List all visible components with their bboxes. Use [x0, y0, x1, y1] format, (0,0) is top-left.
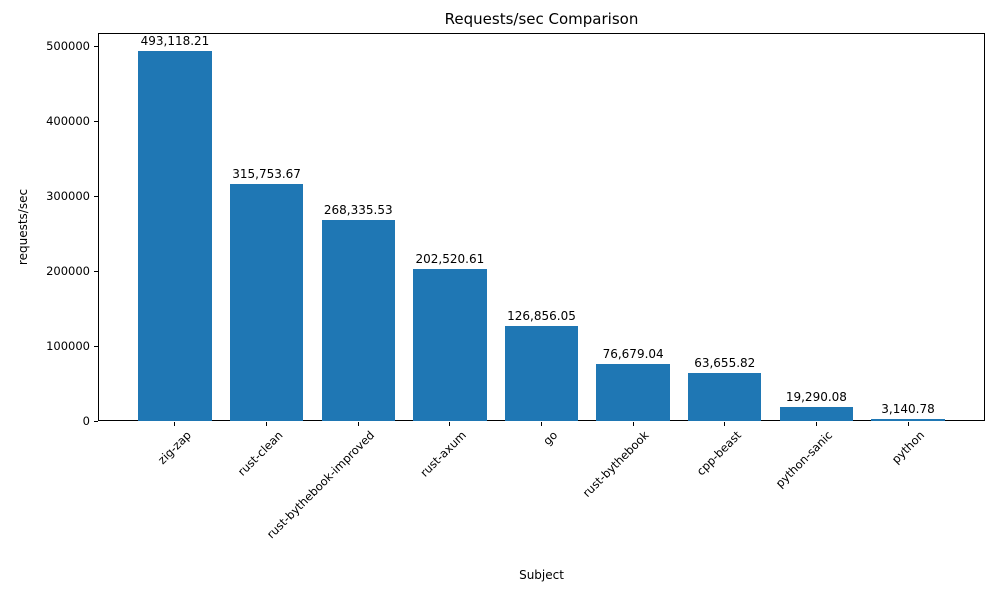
y-tick-mark: [94, 420, 98, 422]
x-tick-label: rust-clean: [234, 428, 286, 479]
x-tick-label: cpp-beast: [693, 428, 744, 479]
bar-rust-bythebook-improved: [321, 219, 395, 421]
bar-value-label: 3,140.78: [881, 401, 935, 416]
bar-value-label: 315,753.67: [232, 167, 301, 182]
x-tick-label: rust-bythebook: [580, 428, 653, 500]
y-tick-mark: [94, 45, 98, 47]
y-tick-mark: [94, 195, 98, 197]
x-tick-mark: [541, 422, 542, 426]
bar-zig-zap: [138, 51, 212, 421]
y-tick-label: 200000: [46, 263, 90, 278]
x-tick-mark: [724, 422, 726, 426]
bar-cpp-beast: [688, 373, 762, 421]
bar-value-label: 19,290.08: [785, 389, 847, 404]
bar-value-label: 126,856.05: [507, 308, 576, 323]
x-tick-mark: [907, 422, 909, 426]
y-tick-label: 500000: [46, 38, 90, 53]
bar-python-sanic: [779, 406, 854, 421]
x-tick-mark: [357, 422, 359, 426]
bar-rust-bythebook: [596, 363, 670, 421]
bar-value-label: 202,520.61: [415, 252, 485, 267]
bar-rust-clean: [229, 184, 304, 421]
x-tick-label: go: [540, 428, 561, 449]
x-tick-mark: [174, 422, 176, 426]
chart-title: Requests/sec Comparison: [444, 10, 639, 28]
y-tick-mark: [94, 270, 98, 272]
bar-python: [871, 418, 945, 421]
bar-value-label: 493,118.21: [140, 34, 210, 49]
x-axis-label: Subject: [519, 568, 564, 582]
x-tick-label: python: [888, 428, 927, 467]
x-tick-label: zig-zap: [154, 428, 194, 467]
y-tick-label: 100000: [46, 338, 90, 353]
y-tick-label: 300000: [46, 188, 90, 203]
y-tick-label: 400000: [46, 113, 90, 128]
x-tick-label: rust-bythebook-improved: [263, 428, 378, 542]
y-tick-label: 0: [82, 413, 90, 428]
x-tick-mark: [815, 422, 817, 426]
bar-value-label: 268,335.53: [323, 202, 393, 217]
x-tick-label: python-sanic: [772, 428, 836, 491]
x-tick-mark: [449, 422, 451, 426]
x-tick-mark: [632, 422, 634, 426]
y-tick-mark: [94, 345, 98, 347]
y-axis-label: requests/sec: [16, 188, 30, 266]
bar-go: [504, 325, 579, 421]
y-tick-mark: [94, 120, 98, 122]
bar-value-label: 63,655.82: [694, 356, 756, 371]
x-tick-label: rust-axum: [417, 428, 469, 480]
bar-value-label: 76,679.04: [602, 346, 664, 361]
x-tick-mark: [266, 422, 268, 426]
bar-rust-axum: [413, 269, 487, 421]
